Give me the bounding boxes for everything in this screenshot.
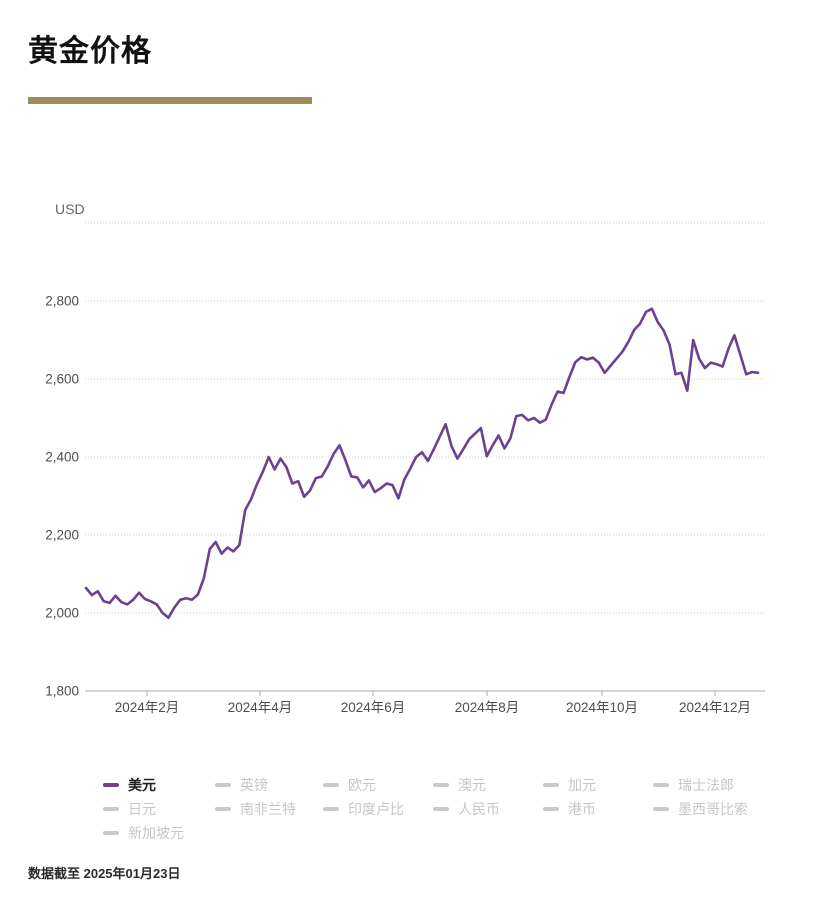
legend-label: 新加坡元 [128, 825, 184, 841]
legend-label: 瑞士法郎 [678, 777, 734, 793]
legend-item-aud[interactable]: 澳元 [433, 775, 543, 795]
legend-item-jpy[interactable]: 日元 [103, 799, 215, 819]
legend-swatch-cad [543, 783, 559, 787]
x-axis-tick-label: 2024年10月 [566, 700, 638, 715]
legend-item-chf[interactable]: 瑞士法郎 [653, 775, 763, 795]
currency-legend: 美元 英镑 欧元 澳元 加元 瑞士法郎日元 南非兰特 印度卢比 人民币 港币 墨西哥比索新加坡元 [103, 777, 763, 841]
legend-label: 英镑 [240, 777, 268, 793]
y-axis-unit-label: USD [55, 201, 85, 217]
legend-item-eur[interactable]: 欧元 [323, 775, 433, 795]
legend-label: 墨西哥比索 [678, 801, 748, 817]
legend-label: 日元 [128, 801, 156, 817]
x-axis-tick-label: 2024年8月 [455, 700, 520, 715]
y-axis-tick-label: 2,600 [45, 372, 79, 387]
y-axis-tick-label: 1,800 [45, 684, 79, 699]
legend-label: 港币 [568, 801, 596, 817]
legend-item-hkd[interactable]: 港币 [543, 799, 653, 819]
legend-item-sgd[interactable]: 新加坡元 [103, 823, 215, 843]
price-line-usd [84, 307, 760, 620]
legend-item-cny[interactable]: 人民币 [433, 799, 543, 819]
legend-label: 澳元 [458, 777, 486, 793]
legend-item-mxn[interactable]: 墨西哥比索 [653, 799, 763, 819]
y-axis-tick-label: 2,000 [45, 606, 79, 621]
legend-item-inr[interactable]: 印度卢比 [323, 799, 433, 819]
legend-swatch-sgd [103, 831, 119, 835]
legend-swatch-cny [433, 807, 449, 811]
gold-price-line-chart: 2,800 2,600 2,400 2,200 2,000 1,800 USD 2024年2月… [0, 185, 832, 730]
legend-item-usd[interactable]: 美元 [103, 775, 215, 795]
legend-label: 美元 [128, 777, 156, 793]
legend-label: 南非兰特 [240, 801, 296, 817]
page-title: 黄金价格 [28, 35, 152, 68]
legend-swatch-gbp [215, 783, 231, 787]
legend-item-cad[interactable]: 加元 [543, 775, 653, 795]
x-axis-tick-label: 2024年2月 [115, 700, 180, 715]
legend-swatch-usd [103, 783, 119, 787]
legend-swatch-aud [433, 783, 449, 787]
x-axis-tick-label: 2024年4月 [228, 700, 293, 715]
legend-label: 印度卢比 [348, 801, 404, 817]
legend-label: 人民币 [458, 801, 500, 817]
legend-swatch-mxn [653, 807, 669, 811]
y-axis-tick-label: 2,400 [45, 450, 79, 465]
y-axis-tick-label: 2,800 [45, 294, 79, 309]
legend-swatch-zar [215, 807, 231, 811]
legend-swatch-eur [323, 783, 339, 787]
chart-canvas: 2,800 2,600 2,400 2,200 2,000 1,800 USD 2024年2月… [45, 201, 765, 715]
legend-label: 加元 [568, 777, 596, 793]
legend-item-gbp[interactable]: 英镑 [215, 775, 323, 795]
data-cutoff-note: 数据截至 2025年01月23日 [28, 866, 181, 881]
legend-swatch-inr [323, 807, 339, 811]
legend-swatch-hkd [543, 807, 559, 811]
x-axis-tick-label: 2024年6月 [341, 700, 406, 715]
y-axis-tick-label: 2,200 [45, 528, 79, 543]
title-underline-bar [28, 97, 312, 104]
x-axis-tick-label: 2024年12月 [679, 700, 751, 715]
legend-swatch-chf [653, 783, 669, 787]
legend-item-zar[interactable]: 南非兰特 [215, 799, 323, 819]
legend-swatch-jpy [103, 807, 119, 811]
legend-label: 欧元 [348, 777, 376, 793]
